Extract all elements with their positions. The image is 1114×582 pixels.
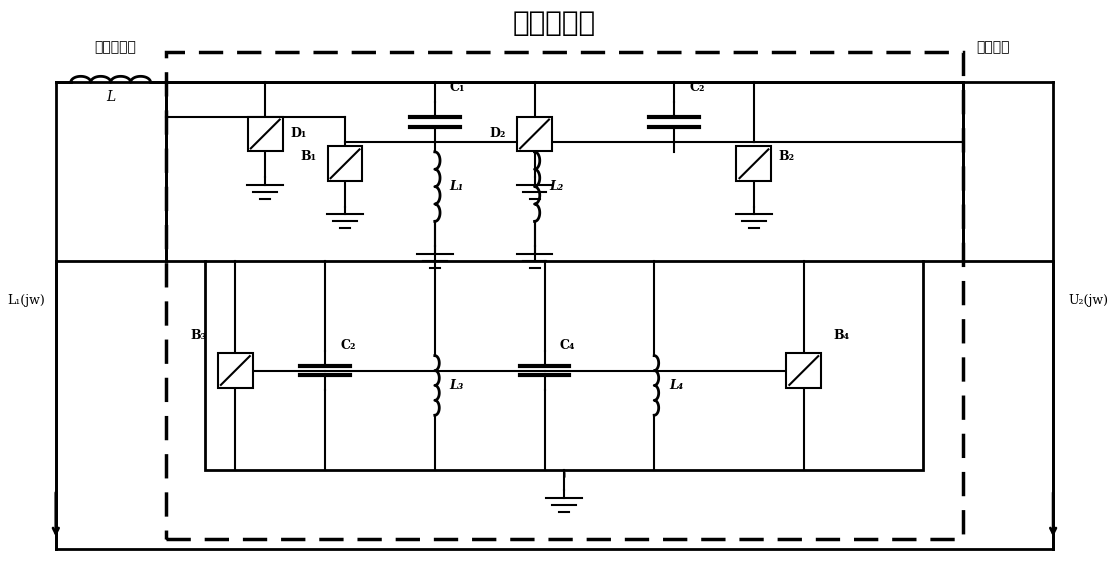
Bar <box>736 147 771 181</box>
Text: D₂: D₂ <box>490 127 506 140</box>
Text: 直流滤波器: 直流滤波器 <box>512 9 596 37</box>
Text: L₃: L₃ <box>450 379 465 392</box>
Bar <box>218 353 253 388</box>
Bar <box>205 261 924 470</box>
Text: L₄: L₄ <box>670 379 683 392</box>
Text: L₁(jw): L₁(jw) <box>7 294 45 307</box>
Text: L₁: L₁ <box>450 180 465 193</box>
Bar <box>328 147 362 181</box>
Bar <box>786 353 821 388</box>
Text: L: L <box>106 90 115 104</box>
Bar <box>517 116 551 151</box>
Text: B₃: B₃ <box>190 329 206 342</box>
Text: U₂(jw): U₂(jw) <box>1068 294 1108 307</box>
Text: 平波电抗器: 平波电抗器 <box>95 41 137 55</box>
Text: B₂: B₂ <box>779 150 795 164</box>
Text: L₂: L₂ <box>549 180 564 193</box>
Text: C₂: C₂ <box>690 81 705 94</box>
Text: B₄: B₄ <box>833 329 850 342</box>
Text: B₁: B₁ <box>300 150 316 164</box>
Text: C₁: C₁ <box>450 81 466 94</box>
Text: 直流线路: 直流线路 <box>977 41 1010 55</box>
Text: D₁: D₁ <box>290 127 306 140</box>
Text: C₄: C₄ <box>559 339 575 352</box>
Bar <box>247 116 283 151</box>
Bar <box>166 52 964 540</box>
Text: C₂: C₂ <box>340 339 355 352</box>
